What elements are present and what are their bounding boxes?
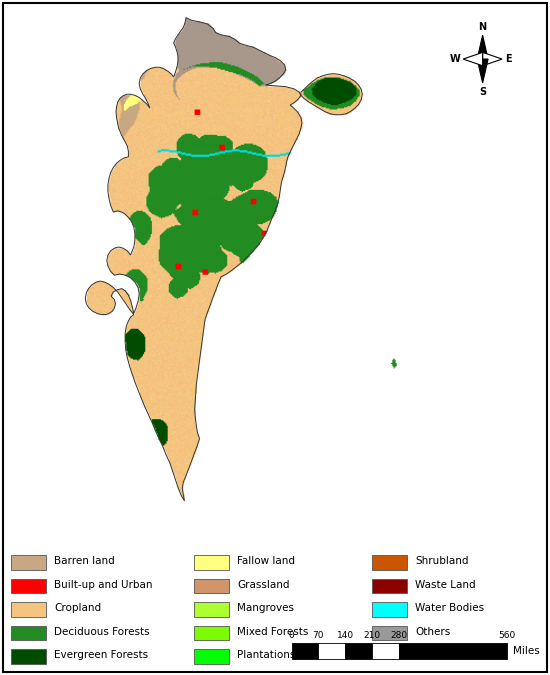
Bar [194,556,229,570]
Bar [372,578,407,593]
Bar [345,643,372,659]
Text: Deciduous Forests: Deciduous Forests [54,626,150,637]
Bar [292,643,318,659]
Text: Mangroves: Mangroves [237,603,294,613]
Text: E: E [505,54,512,64]
Text: N: N [478,22,487,32]
Text: 210: 210 [364,631,381,640]
Polygon shape [483,53,502,65]
Text: W: W [449,54,460,64]
Bar [11,626,46,640]
Text: 140: 140 [337,631,354,640]
Text: Others: Others [415,626,450,637]
Bar [318,643,345,659]
Text: Plantations: Plantations [237,650,296,660]
Text: Miles: Miles [513,646,540,655]
Text: 0: 0 [289,631,294,640]
Polygon shape [477,35,488,59]
Text: S: S [479,86,486,97]
Text: Fallow land: Fallow land [237,556,295,566]
Text: 280: 280 [390,631,408,640]
Bar [11,602,46,617]
Text: 70: 70 [313,631,324,640]
Bar [11,578,46,593]
Polygon shape [477,59,488,83]
Text: Mixed Forests: Mixed Forests [237,626,309,637]
Text: Water Bodies: Water Bodies [415,603,484,613]
Text: Built-up and Urban: Built-up and Urban [54,580,152,590]
Bar [372,643,399,659]
Bar [194,626,229,640]
Text: Barren land: Barren land [54,556,115,566]
Text: 560: 560 [498,631,516,640]
Bar [372,602,407,617]
Bar [194,649,229,664]
Text: Shrubland: Shrubland [415,556,469,566]
Bar [399,643,507,659]
Text: Grassland: Grassland [237,580,290,590]
Text: Waste Land: Waste Land [415,580,476,590]
Bar [11,649,46,664]
Text: Cropland: Cropland [54,603,101,613]
Text: Evergreen Forests: Evergreen Forests [54,650,148,660]
Bar [194,578,229,593]
Bar [194,602,229,617]
Bar [11,556,46,570]
Polygon shape [463,53,483,65]
Bar [372,556,407,570]
Bar [372,626,407,640]
